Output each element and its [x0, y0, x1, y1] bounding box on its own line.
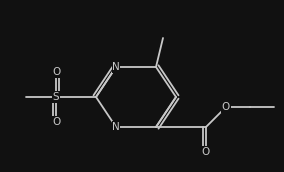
- Text: N: N: [112, 122, 120, 132]
- Text: O: O: [222, 102, 230, 112]
- Text: O: O: [52, 117, 60, 127]
- Text: N: N: [112, 62, 120, 72]
- Text: O: O: [52, 67, 60, 77]
- Text: O: O: [202, 147, 210, 157]
- Text: S: S: [53, 92, 59, 102]
